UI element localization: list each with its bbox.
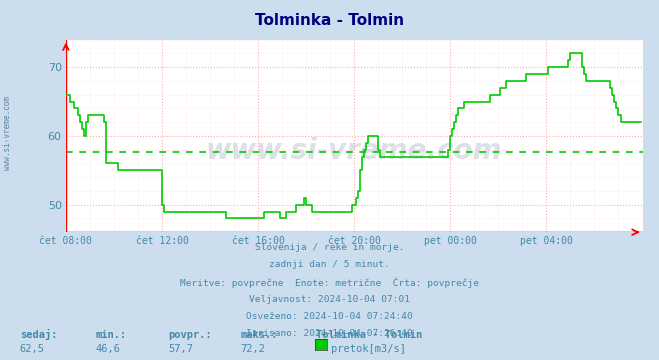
Text: 57,7: 57,7 bbox=[168, 344, 193, 354]
Text: povpr.:: povpr.: bbox=[168, 330, 212, 340]
Text: zadnji dan / 5 minut.: zadnji dan / 5 minut. bbox=[269, 260, 390, 269]
Text: Tolminka - Tolmin: Tolminka - Tolmin bbox=[255, 13, 404, 28]
Text: Meritve: povprečne  Enote: metrične  Črta: povprečje: Meritve: povprečne Enote: metrične Črta:… bbox=[180, 278, 479, 288]
Text: Tolminka - Tolmin: Tolminka - Tolmin bbox=[316, 330, 422, 340]
Text: Osveženo: 2024-10-04 07:24:40: Osveženo: 2024-10-04 07:24:40 bbox=[246, 312, 413, 321]
Text: 46,6: 46,6 bbox=[96, 344, 121, 354]
Text: sedaj:: sedaj: bbox=[20, 329, 57, 340]
Text: 72,2: 72,2 bbox=[241, 344, 266, 354]
Text: www.si-vreme.com: www.si-vreme.com bbox=[206, 137, 502, 165]
Text: pretok[m3/s]: pretok[m3/s] bbox=[331, 344, 407, 354]
Text: www.si-vreme.com: www.si-vreme.com bbox=[3, 96, 13, 170]
Text: Slovenija / reke in morje.: Slovenija / reke in morje. bbox=[255, 243, 404, 252]
Text: maks.:: maks.: bbox=[241, 330, 278, 340]
Text: min.:: min.: bbox=[96, 330, 127, 340]
Text: Izrisano: 2024-10-04 07:26:40: Izrisano: 2024-10-04 07:26:40 bbox=[246, 329, 413, 338]
Text: 62,5: 62,5 bbox=[20, 344, 45, 354]
Text: Veljavnost: 2024-10-04 07:01: Veljavnost: 2024-10-04 07:01 bbox=[249, 295, 410, 304]
